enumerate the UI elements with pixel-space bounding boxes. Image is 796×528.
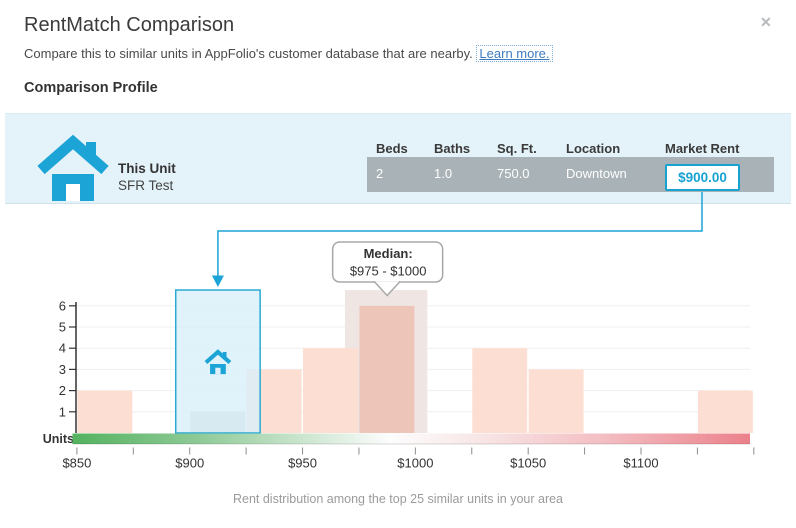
cell-sqft: 750.0 — [497, 166, 530, 181]
chart-caption: Rent distribution among the top 25 simil… — [233, 492, 563, 506]
market-rent-value[interactable]: $900.00 — [665, 164, 740, 191]
cell-beds: 2 — [376, 166, 384, 181]
learn-more-link[interactable]: Learn more. — [476, 45, 553, 62]
house-icon — [204, 349, 232, 375]
subtitle-text: Compare this to similar units in AppFoli… — [24, 46, 473, 61]
median-tooltip-range: $975 - $1000 — [350, 264, 427, 279]
y-tick-label: 3 — [59, 362, 66, 377]
y-tick-label: 6 — [59, 298, 66, 313]
column-header-baths: Baths — [434, 141, 471, 156]
histogram-bar — [303, 348, 358, 433]
page-title: RentMatch Comparison — [24, 14, 235, 36]
x-tick-label: $900 — [175, 456, 204, 471]
histogram-bar — [528, 369, 584, 433]
house-icon — [37, 134, 109, 201]
rent-gradient-strip — [72, 433, 750, 444]
x-tick-label: $1000 — [397, 456, 433, 471]
y-tick-label: 2 — [59, 383, 66, 398]
unit-name: SFR Test — [118, 178, 174, 193]
column-header-market-rent: Market Rent — [665, 141, 740, 156]
column-header-sqft: Sq. Ft. — [497, 141, 537, 156]
rent-distribution-chart: 1 2 3 4 5 6 Units $850 $900 $950 $1000 $1050 $1100 Me… — [43, 192, 755, 506]
x-tick-label: $950 — [288, 456, 317, 471]
histogram-bar — [359, 305, 415, 433]
y-tick-label: 1 — [59, 404, 66, 419]
column-header-location: Location — [566, 141, 621, 156]
unit-label: This Unit — [118, 161, 176, 176]
x-tick-label: $850 — [62, 456, 91, 471]
histogram-bar — [77, 390, 133, 433]
close-icon[interactable]: ✕ — [760, 14, 772, 30]
rent-connector-line — [217, 192, 703, 276]
y-tick-label: 4 — [59, 341, 66, 356]
x-tick-label: $1100 — [623, 456, 658, 471]
cell-location: Downtown — [566, 166, 627, 181]
median-tooltip-title: Median: — [364, 246, 413, 261]
y-axis-title: Units — [43, 432, 74, 446]
house-icon — [37, 134, 109, 201]
subtitle: Compare this to similar units in AppFoli… — [24, 45, 553, 62]
y-tick-label: 5 — [59, 320, 66, 335]
arrow-down-icon — [211, 275, 224, 287]
unit-highlight-band — [174, 289, 261, 434]
section-title: Comparison Profile — [24, 80, 158, 96]
histogram-bar — [697, 390, 753, 433]
histogram-bar — [472, 348, 528, 433]
x-tick-label: $1050 — [510, 456, 546, 471]
column-header-beds: Beds — [376, 141, 408, 156]
cell-baths: 1.0 — [434, 166, 453, 181]
